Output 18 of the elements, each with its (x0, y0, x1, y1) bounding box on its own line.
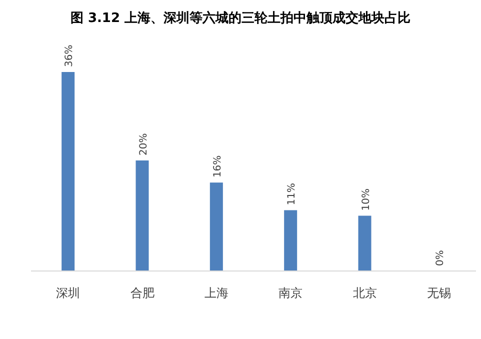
x-tick-label: 无锡 (426, 286, 451, 300)
data-label: 11% (286, 182, 298, 206)
x-tick-label: 上海 (204, 286, 228, 300)
data-label: 16% (212, 155, 224, 178)
bar (358, 216, 372, 271)
data-label: 10% (360, 188, 372, 211)
chart-title: 图 3.12 上海、深圳等六城的三轮土拍中触顶成交地块占比 (70, 10, 411, 26)
bar (284, 210, 298, 271)
x-tick-label: 南京 (278, 286, 303, 300)
bar (210, 182, 223, 271)
bar (136, 160, 149, 271)
bar (62, 72, 75, 271)
x-tick-label: 北京 (352, 286, 377, 300)
x-tick-label: 深圳 (56, 286, 80, 300)
x-tick-label: 合肥 (130, 286, 154, 300)
data-label: 20% (138, 133, 150, 156)
data-label: 36% (64, 44, 76, 67)
data-label: 0% (434, 250, 446, 266)
